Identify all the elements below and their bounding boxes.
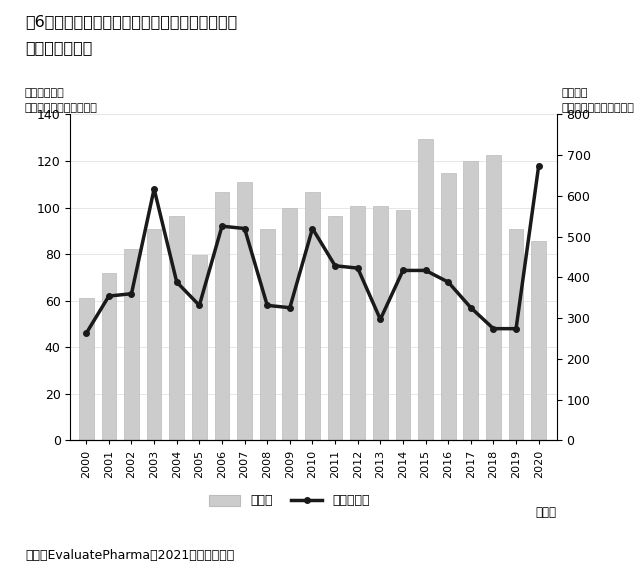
Bar [463, 161, 478, 440]
Bar [192, 255, 207, 440]
Bar [214, 192, 229, 440]
Bar [509, 228, 524, 440]
Bar [441, 173, 456, 440]
Text: ライセンスイン契約数）: ライセンスイン契約数） [562, 103, 634, 113]
Text: （全領域: （全領域 [562, 88, 588, 98]
Bar [282, 208, 297, 440]
Bar [237, 182, 252, 440]
Bar [328, 216, 342, 440]
Bar [373, 206, 388, 440]
Text: 約数推移: 約数推移 [26, 40, 93, 55]
Bar [396, 210, 410, 440]
Bar [260, 228, 275, 440]
Bar [531, 241, 546, 440]
Bar [305, 192, 320, 440]
Bar [418, 139, 433, 440]
Bar [170, 216, 184, 440]
Text: （感染症領域: （感染症領域 [24, 88, 64, 98]
Bar [124, 249, 139, 440]
Text: ライセンスイン契約数）: ライセンスイン契約数） [24, 103, 97, 113]
Bar [79, 298, 93, 440]
Text: 図6　全疾患領域、感染症領域ライセンスイン契: 図6 全疾患領域、感染症領域ライセンスイン契 [26, 14, 238, 29]
Legend: 全領域, 感染症領域: 全領域, 感染症領域 [204, 490, 375, 513]
Bar [102, 273, 116, 440]
Bar [486, 155, 501, 440]
Text: 出所：EvaluatePharma（2021年５月時点）: 出所：EvaluatePharma（2021年５月時点） [26, 549, 235, 562]
Text: （年）: （年） [536, 506, 557, 519]
Bar [147, 228, 161, 440]
Bar [350, 206, 365, 440]
